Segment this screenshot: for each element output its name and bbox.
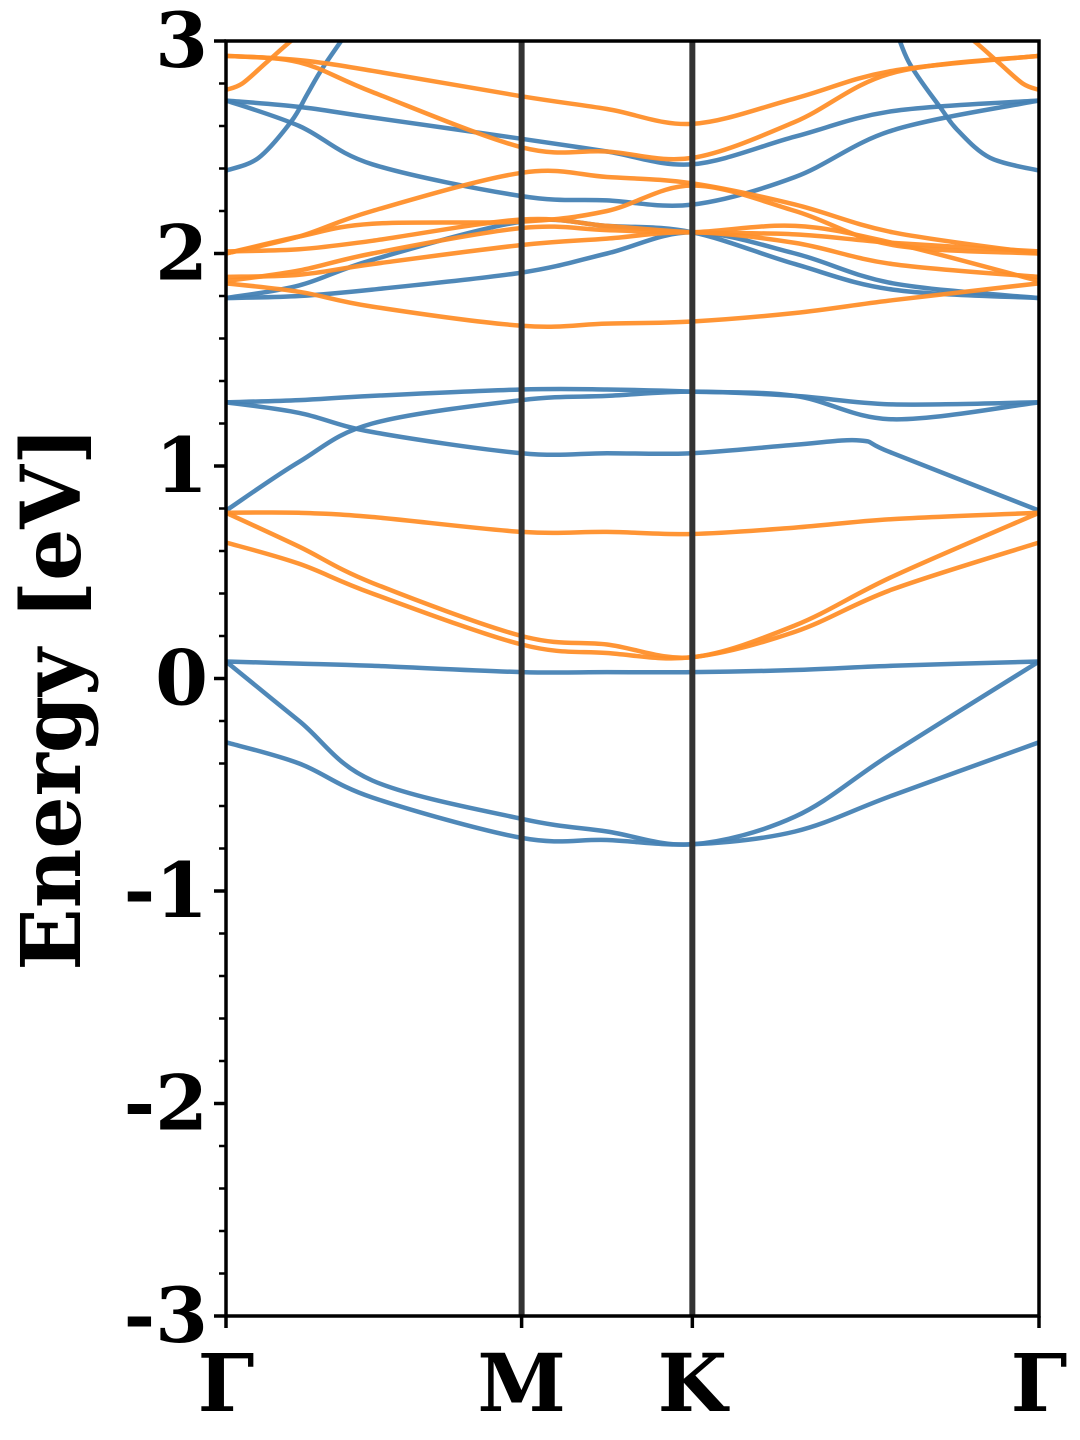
band-line-blue-3 [226, 740, 1039, 847]
band-line-orange-21 [226, 168, 1039, 256]
y-tick-label: 0 [155, 634, 208, 723]
kpoint-label: M [477, 1336, 566, 1430]
y-tick-label: -1 [124, 846, 208, 935]
band-line-orange-24 [226, 41, 295, 93]
band-line-blue-1 [226, 659, 1039, 675]
band-line-orange-15 [226, 540, 1039, 661]
band-line-blue-9 [226, 98, 1039, 209]
band-line-orange-16 [226, 281, 1039, 329]
band-line-blue-7 [226, 230, 1039, 301]
y-tick-label: -2 [124, 1059, 208, 1148]
band-line-blue-5 [226, 400, 1039, 513]
band-line-blue-12 [897, 41, 1039, 173]
kpoint-label: K [658, 1336, 730, 1430]
band-line-orange-20 [226, 183, 1039, 256]
band-line-blue-2 [226, 659, 1039, 847]
band-line-blue-4 [226, 389, 1039, 513]
y-axis: -3 -2 -1 0 1 2 3 [124, 0, 226, 1360]
high-symmetry-lines [518, 41, 696, 1316]
y-tick-label: -3 [124, 1271, 208, 1360]
band-lines [226, 41, 1039, 847]
band-line-orange-23 [226, 53, 1039, 127]
band-line-blue-6 [226, 386, 1039, 422]
band-line-orange-25 [970, 41, 1039, 93]
y-axis-label: Energy [eV] [4, 426, 100, 970]
band-line-orange-13 [226, 510, 1039, 537]
kpoint-label: Γ [198, 1336, 255, 1430]
kpoint-label: Γ [1011, 1336, 1068, 1430]
y-tick-label: 2 [155, 209, 208, 298]
band-line-orange-22 [226, 53, 1039, 162]
y-tick-label: 1 [155, 421, 208, 510]
band-line-orange-14 [226, 510, 1039, 660]
y-tick-label: 3 [155, 0, 208, 85]
band-line-orange-18 [226, 229, 1039, 280]
